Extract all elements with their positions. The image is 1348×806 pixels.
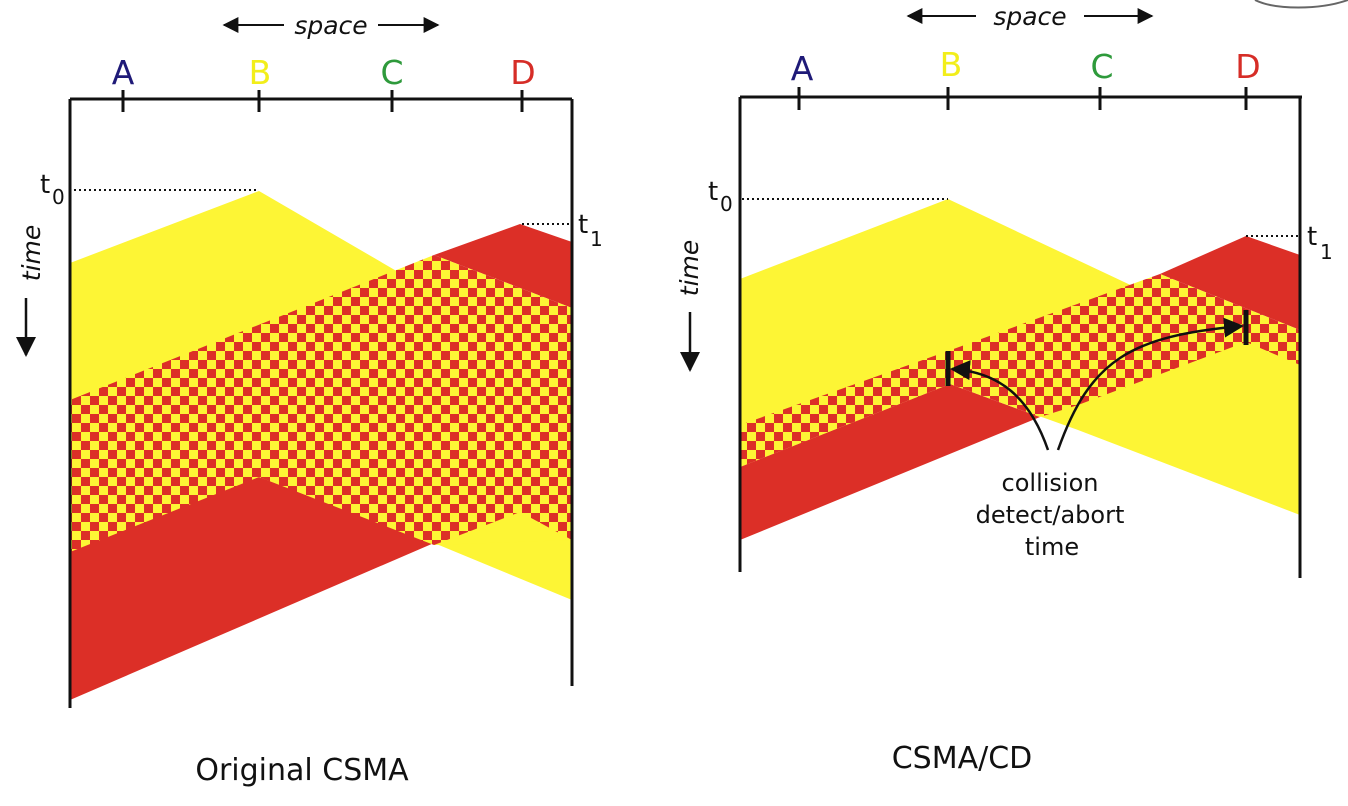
right-red-bottom (740, 384, 1040, 540)
right-node-b-label: B (940, 45, 963, 84)
right-node-d-label: D (1235, 47, 1260, 86)
right-red-top (1160, 236, 1300, 330)
left-checker-region (70, 255, 572, 552)
left-time-label: time (17, 225, 46, 281)
left-node-a-label: A (112, 53, 135, 92)
left-t0-sub: 0 (52, 185, 65, 209)
left-time-arrow: time (16, 225, 46, 357)
right-space-label: space (993, 2, 1066, 31)
left-space-label: space (294, 11, 367, 40)
right-t0-label: t (708, 177, 718, 207)
left-space-arrow: space (222, 11, 440, 40)
left-t1-label: t (578, 210, 588, 240)
annotation-line-3: time (1025, 533, 1079, 561)
left-node-b-label: B (249, 53, 272, 92)
left-t1-sub: 1 (590, 227, 603, 251)
left-node-d-label: D (510, 53, 535, 92)
right-node-a-label: A (791, 49, 814, 88)
left-red-top (434, 224, 572, 308)
left-red-bottom (70, 477, 434, 700)
left-panel: space A B C D time t 0 t 1 Ori (16, 11, 603, 788)
annotation-line-1: collision (1002, 469, 1099, 497)
left-caption: Original CSMA (195, 753, 409, 788)
right-time-arrow: time (675, 240, 704, 372)
collision-arrow-right (1056, 317, 1244, 451)
right-panel: space A B C D time t 0 t 1 (675, 0, 1348, 776)
collision-arrow-left (950, 360, 1050, 451)
right-space-arrow: space (906, 2, 1154, 31)
annotation-line-2: detect/abort (976, 501, 1125, 529)
left-red-corner (434, 512, 572, 545)
right-node-c-label: C (1090, 47, 1113, 86)
right-caption: CSMA/CD (892, 741, 1033, 776)
left-node-c-label: C (380, 53, 403, 92)
right-checker-region (740, 274, 1300, 467)
right-t1-label: t (1307, 222, 1317, 252)
right-t0-sub: 0 (720, 192, 733, 216)
right-time-label: time (675, 240, 704, 296)
left-t0-label: t (40, 170, 50, 200)
corner-decoration (1254, 0, 1348, 9)
right-t1-sub: 1 (1320, 240, 1333, 264)
